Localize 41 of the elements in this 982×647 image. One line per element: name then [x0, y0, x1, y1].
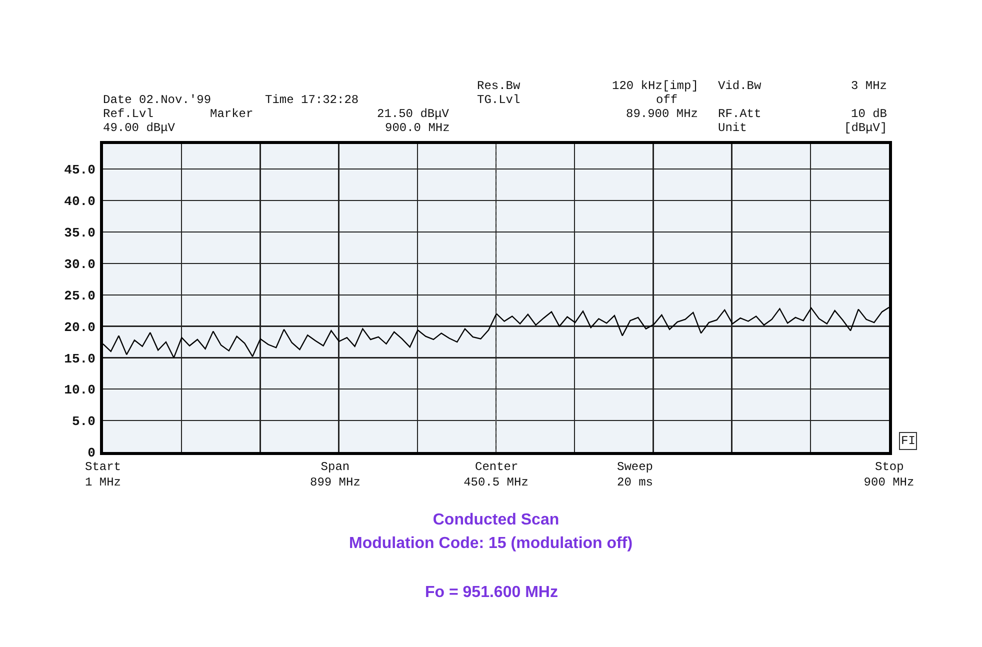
text: Conducted Scan	[432, 512, 560, 529]
x-tick-label: 900 MHz	[864, 475, 914, 490]
text: 89.900 MHz	[626, 107, 698, 121]
y-tick-label: 15.0	[64, 351, 96, 366]
text: Center	[475, 460, 518, 474]
text: [dBμV]	[844, 121, 888, 135]
y-tick-label: 5.0	[72, 414, 96, 430]
x-tick-label: 1 MHz	[84, 475, 122, 490]
text: TG.Lvl	[477, 93, 520, 107]
text: 120 kHz[imp]	[612, 79, 698, 93]
text: FI	[901, 434, 916, 448]
text: Unit	[718, 121, 747, 135]
y-tick-label: 30.0	[64, 256, 96, 272]
text: 10 dB	[851, 107, 888, 121]
text: 3 MHz	[851, 79, 888, 93]
text: Date 02.Nov.'99	[103, 93, 212, 107]
y-tick-label: 20.0	[64, 320, 96, 335]
text: Time 17:32:28	[265, 93, 359, 107]
text: Res.Bw	[477, 79, 522, 93]
y-tick-label: 45.0	[64, 162, 96, 178]
line-series	[103, 306, 889, 358]
text: Marker	[210, 107, 254, 121]
y-tick-label: 10.0	[64, 382, 96, 398]
text: Stop	[875, 460, 904, 474]
text: Sweep 20 ms	[617, 460, 654, 490]
text: Start	[85, 460, 122, 474]
text: Modulation Code: 15 (modulation off)	[349, 535, 633, 552]
text: 900.0 MHz	[385, 121, 450, 135]
text: Vid.Bw	[718, 79, 762, 93]
text: off	[656, 93, 678, 107]
x-tick-label: 450.5 MHz	[464, 475, 528, 490]
y-tick-label: 40.0	[64, 194, 96, 210]
text: Ref.Lvl	[103, 107, 154, 121]
text: 49.00 dBμV	[103, 121, 176, 135]
text: Span 899 MHz	[310, 460, 360, 490]
text: RF.Att	[718, 107, 762, 121]
y-tick-label: 25.0	[64, 288, 96, 304]
y-tick-label: 0	[88, 446, 96, 461]
text: Fo = 951.600 MHz	[425, 584, 558, 601]
y-tick-label: 35.0	[64, 226, 96, 241]
text: 21.50 dBμV	[377, 107, 450, 121]
